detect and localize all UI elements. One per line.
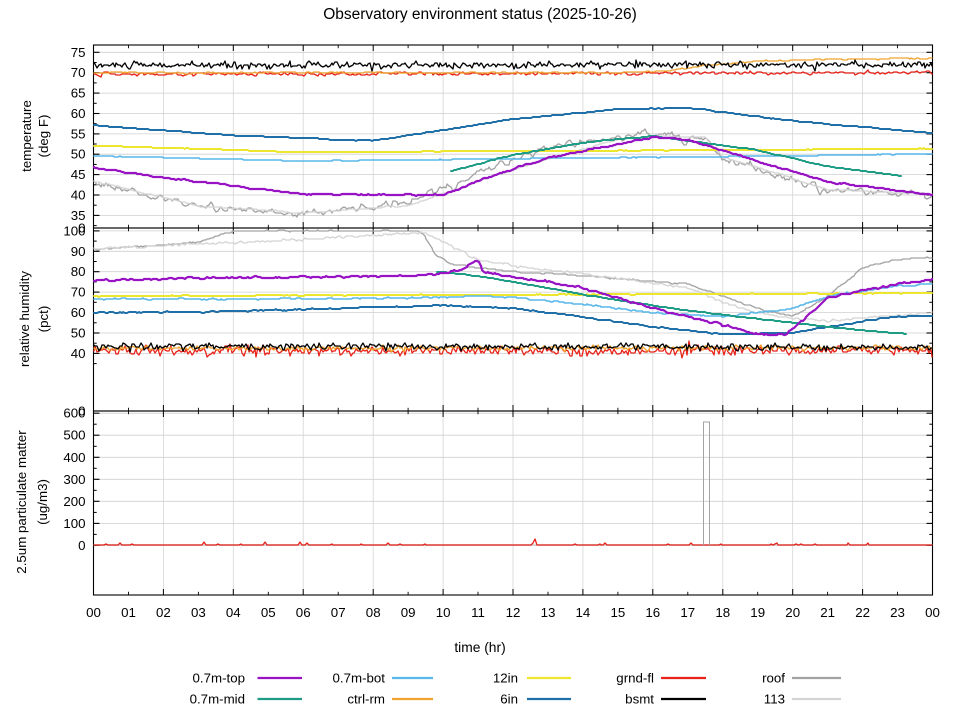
svg-text:17: 17	[680, 605, 695, 620]
svg-text:02: 02	[156, 605, 171, 620]
svg-text:40: 40	[71, 188, 86, 203]
svg-text:19: 19	[750, 605, 765, 620]
svg-text:60: 60	[71, 106, 86, 121]
svg-text:16: 16	[645, 605, 660, 620]
svg-text:75: 75	[71, 45, 86, 60]
svg-text:(deg F): (deg F)	[36, 115, 51, 158]
svg-text:12: 12	[506, 605, 521, 620]
svg-text:18: 18	[715, 605, 730, 620]
svg-text:04: 04	[226, 605, 241, 620]
svg-text:2.5um particulate matter: 2.5um particulate matter	[14, 430, 29, 574]
svg-text:temperature: temperature	[19, 100, 34, 172]
svg-text:40: 40	[71, 346, 86, 361]
svg-text:08: 08	[366, 605, 381, 620]
svg-text:60: 60	[71, 305, 86, 320]
svg-text:200: 200	[63, 494, 85, 509]
svg-text:100: 100	[63, 516, 85, 531]
svg-text:relative humidity: relative humidity	[17, 271, 32, 367]
svg-text:07: 07	[331, 605, 346, 620]
svg-text:0: 0	[78, 538, 85, 553]
svg-text:13: 13	[541, 605, 556, 620]
svg-text:22: 22	[855, 605, 870, 620]
svg-text:21: 21	[820, 605, 835, 620]
svg-text:06: 06	[296, 605, 311, 620]
svg-text:15: 15	[611, 605, 626, 620]
svg-text:14: 14	[576, 605, 591, 620]
svg-text:(ug/m3): (ug/m3)	[35, 479, 50, 525]
svg-text:10: 10	[436, 605, 451, 620]
svg-text:23: 23	[890, 605, 905, 620]
svg-text:0: 0	[78, 404, 85, 419]
svg-text:09: 09	[401, 605, 416, 620]
svg-text:Observatory environment status: Observatory environment status (2025-10-…	[323, 6, 637, 23]
svg-text:time (hr): time (hr)	[454, 640, 505, 655]
svg-text:12in: 12in	[493, 671, 518, 686]
svg-text:65: 65	[71, 86, 86, 101]
svg-text:500: 500	[63, 428, 85, 443]
svg-text:90: 90	[71, 244, 86, 259]
svg-text:6in: 6in	[500, 692, 518, 707]
svg-text:01: 01	[121, 605, 136, 620]
svg-text:(pct): (pct)	[36, 306, 51, 333]
svg-text:0.7m-top: 0.7m-top	[193, 671, 245, 686]
svg-text:roof: roof	[762, 671, 785, 686]
svg-text:55: 55	[71, 126, 86, 141]
svg-text:0: 0	[78, 221, 85, 236]
svg-text:45: 45	[71, 167, 86, 182]
svg-text:20: 20	[785, 605, 800, 620]
svg-text:70: 70	[71, 65, 86, 80]
svg-text:300: 300	[63, 472, 85, 487]
svg-text:11: 11	[471, 605, 485, 620]
svg-text:113: 113	[764, 692, 785, 707]
svg-text:03: 03	[191, 605, 206, 620]
svg-text:400: 400	[63, 450, 85, 465]
svg-text:0.7m-mid: 0.7m-mid	[190, 692, 245, 707]
svg-text:0.7m-bot: 0.7m-bot	[333, 671, 386, 686]
svg-text:00: 00	[925, 605, 940, 620]
svg-text:grnd-fl: grnd-fl	[616, 671, 654, 686]
svg-text:bsmt: bsmt	[625, 692, 654, 707]
svg-text:70: 70	[71, 285, 86, 300]
svg-text:05: 05	[261, 605, 276, 620]
svg-text:00: 00	[86, 605, 101, 620]
svg-text:ctrl-rm: ctrl-rm	[347, 692, 385, 707]
svg-text:80: 80	[71, 264, 86, 279]
svg-text:50: 50	[71, 326, 86, 341]
svg-text:50: 50	[71, 147, 86, 162]
